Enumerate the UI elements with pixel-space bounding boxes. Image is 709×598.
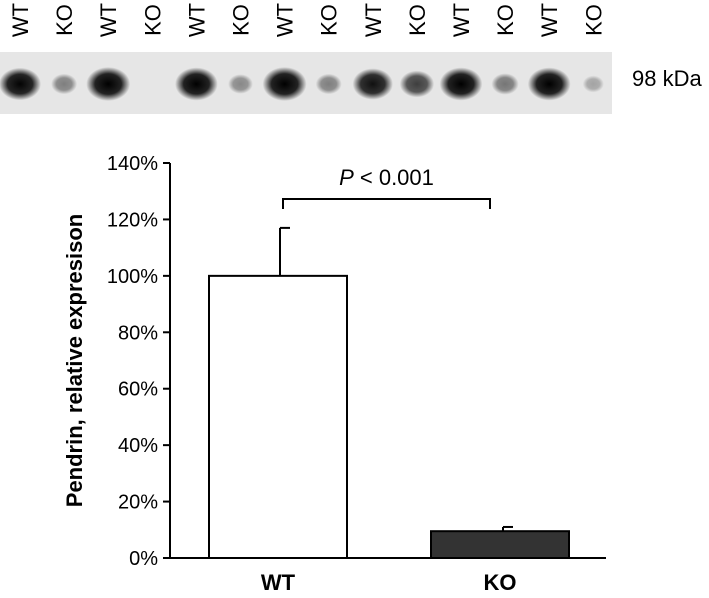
lane-label-7: WT xyxy=(273,3,298,37)
bracket-line xyxy=(282,198,491,209)
y-tick-label: 140% xyxy=(107,153,158,175)
p-value-symbol: P xyxy=(339,165,354,190)
blot-band-14 xyxy=(582,75,604,93)
lane-label-10: KO xyxy=(405,4,430,36)
p-value-annotation: P < 0.001 xyxy=(339,165,434,190)
y-tick-label: 40% xyxy=(118,435,158,457)
lane-label-13: WT xyxy=(537,3,562,37)
y-tick-label: 120% xyxy=(107,209,158,231)
marker-label: 98 kDa xyxy=(632,66,702,91)
p-value-text: < 0.001 xyxy=(354,165,434,190)
lane-label-4: KO xyxy=(140,4,165,36)
blot-band-9 xyxy=(352,68,393,100)
lane-label-12: KO xyxy=(493,4,518,36)
y-tick-label: 0% xyxy=(129,548,158,570)
lane-label-11: WT xyxy=(449,3,474,37)
blot-band-7 xyxy=(262,67,307,101)
blot-band-12 xyxy=(491,73,519,95)
lane-label-2: KO xyxy=(52,4,77,36)
significance-bracket xyxy=(282,198,491,209)
lane-label-3: WT xyxy=(96,3,121,37)
y-tick-label: 100% xyxy=(107,266,158,288)
lane-label-14: KO xyxy=(581,4,606,36)
blot-band-13 xyxy=(527,67,571,101)
y-tick-label: 80% xyxy=(118,322,158,344)
western-blot: WT KO WT KO WT KO WT KO WT KO WT KO WT KO 98 kDa xyxy=(0,3,702,114)
bar-chart: Pendrin, relative expresison 0% 20% 40% 60%… xyxy=(62,153,606,595)
blot-band-1 xyxy=(0,67,42,101)
lane-label-5: WT xyxy=(184,3,209,37)
x-tick-label-wt: WT xyxy=(261,570,296,595)
lane-label-1: WT xyxy=(8,3,33,37)
lane-label-6: KO xyxy=(229,4,254,36)
bar-ko xyxy=(430,530,570,559)
blot-band-3 xyxy=(86,67,131,101)
bar-wt xyxy=(208,274,348,559)
blot-band-2 xyxy=(51,73,78,95)
blot-band-10 xyxy=(399,70,435,98)
y-tick-label: 20% xyxy=(118,492,158,514)
y-tick-label: 60% xyxy=(118,379,158,401)
blot-band-11 xyxy=(439,67,483,101)
lane-label-9: WT xyxy=(361,3,386,37)
blot-band-6 xyxy=(228,74,253,94)
lane-label-8: KO xyxy=(317,4,342,36)
blot-band-8 xyxy=(315,73,342,95)
y-axis-label: Pendrin, relative expresison xyxy=(62,214,87,507)
blot-band-5 xyxy=(175,67,218,101)
x-tick-label-ko: KO xyxy=(484,570,517,595)
